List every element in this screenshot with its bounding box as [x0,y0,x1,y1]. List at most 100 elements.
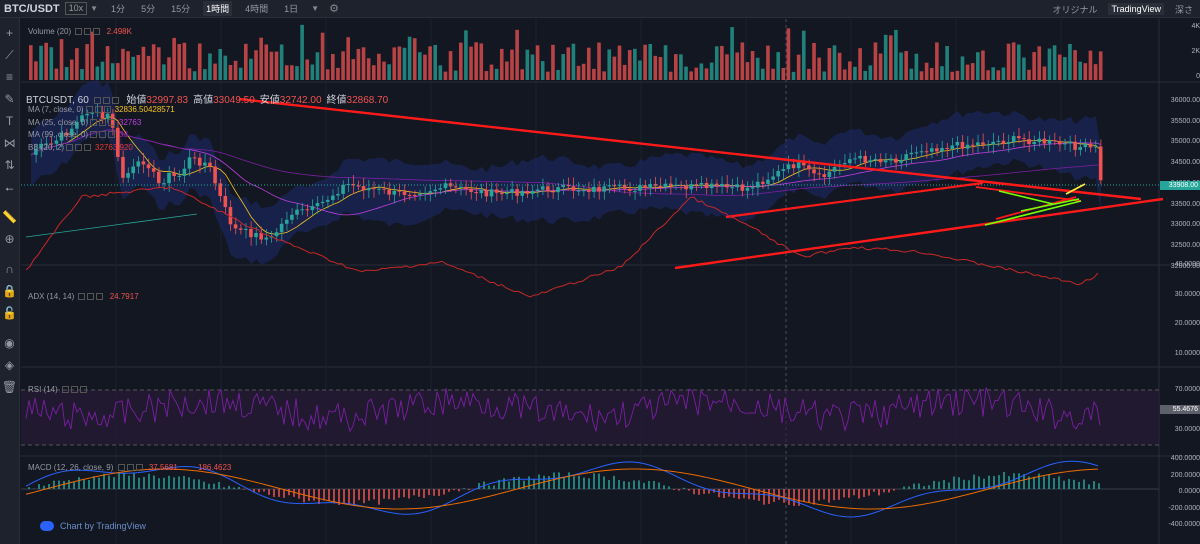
timeframe-tab[interactable]: 15分 [171,4,191,14]
volume-bar [361,47,366,80]
gear-icon[interactable] [102,96,110,104]
chart-canvas[interactable] [21,19,1200,544]
volume-bar [197,43,202,80]
trash-icon[interactable]: 🗑 [1,380,18,394]
candle-body [336,193,340,196]
close-icon[interactable] [84,143,92,151]
brush-icon[interactable]: ✎ [4,92,15,106]
gear-icon[interactable]: ⚙ [329,3,339,15]
gear-icon[interactable] [71,386,79,394]
volume-bar [689,71,693,80]
candle-body [116,127,120,157]
crosshair-icon[interactable]: + [5,26,13,40]
candle-body [290,214,294,220]
candle-body [361,186,366,191]
chart-mode-tab[interactable]: TradingView [1108,3,1164,15]
lock-icon[interactable]: 🔒 [2,284,17,298]
layers-icon[interactable]: ◈ [4,358,15,372]
volume-bar [668,71,673,80]
pattern-icon[interactable]: ⋈ [3,136,16,150]
candle-body [868,160,873,163]
volume-bar [566,47,571,80]
rsi-band [21,390,1159,445]
timeframe-tab[interactable]: 1日 [284,4,299,14]
adx-value: 24.7917 [109,292,139,301]
volume-bar [745,62,750,80]
candle-body [551,191,555,193]
chart-mode-tab[interactable]: オリジナル [1052,4,1098,15]
candle-body [244,228,248,230]
volume-bar [75,48,79,80]
close-icon[interactable] [80,386,88,394]
chevron-down-icon[interactable]: ▼ [311,4,320,13]
volume-bar [981,50,985,80]
close-icon[interactable] [93,28,101,36]
ohlc-key: 安値 [259,95,280,106]
chart-mode-tab[interactable]: 深さ [1174,4,1193,15]
prediction-icon[interactable]: ⇅ [4,158,15,172]
candle-body [1078,147,1083,150]
symbol-label[interactable]: BTC/USDT [4,2,60,15]
eye-icon[interactable] [78,293,86,301]
lock-open-icon[interactable]: 🔓 [2,306,17,320]
candle-body [479,190,484,194]
volume-bar [356,48,361,80]
eye-icon[interactable] [75,28,83,36]
eye-icon[interactable] [66,143,74,151]
eye-icon[interactable] [117,464,125,472]
close-icon[interactable] [135,464,143,472]
gear-icon[interactable] [126,464,134,472]
gear-icon[interactable] [75,143,83,151]
leverage-badge[interactable]: 10x [64,2,88,15]
volume-bar [684,66,688,80]
ohlc-key: 終値 [326,95,347,106]
fib-icon[interactable]: ≡ [5,70,13,84]
eye-icon[interactable] [62,386,70,394]
gear-icon[interactable] [99,118,107,126]
candle-body [136,161,141,167]
volume-bar [156,47,161,80]
candle-body [766,179,770,184]
tradingview-watermark[interactable]: Chart by TradingView [40,521,146,531]
gear-icon[interactable] [87,293,95,301]
candle-body [305,209,310,211]
candle-body [233,224,238,229]
volume-bar [69,59,74,80]
close-icon[interactable] [103,106,111,114]
gear-icon[interactable] [84,28,92,36]
volume-bar [233,60,238,80]
ohlc-value: 32868.70 [346,95,389,106]
candle-body [873,158,878,161]
volume-bar [725,54,729,80]
close-icon[interactable] [111,96,119,104]
close-icon[interactable] [108,118,116,126]
eye-icon[interactable] [90,131,98,139]
timeframe-tab[interactable]: 1時間 [203,1,233,16]
close-icon[interactable] [96,293,104,301]
ruler-icon[interactable]: 📏 [2,210,17,224]
leverage-chevron-down-icon[interactable]: ▼ [90,4,99,13]
close-icon[interactable] [108,131,116,139]
timeframe-tab[interactable]: 5分 [141,4,156,14]
candle-body [607,185,612,187]
trendline-icon[interactable]: ⟋ [5,47,14,62]
timeframe-tab[interactable]: 1分 [111,4,126,14]
gear-icon[interactable] [99,131,107,139]
volume-legend: Volume (20) 2.498K [28,27,132,36]
macd-value-1: 37.5681 [148,463,178,472]
back-arrow-icon[interactable]: ← [3,180,16,194]
text-icon[interactable]: T [5,114,14,128]
macd-value-2: 186.4623 [198,463,232,472]
eye-icon[interactable] [90,118,98,126]
zoom-icon[interactable]: ⊕ [4,232,15,246]
eye-icon[interactable] [85,106,93,114]
timeframe-tab[interactable]: 4時間 [245,4,269,14]
eye-icon[interactable]: ◉ [4,336,15,350]
trendline [725,181,984,219]
eye-icon[interactable] [93,96,101,104]
magnet-icon[interactable]: ∩ [5,262,14,276]
volume-bar [182,42,187,80]
volume-bar [387,64,391,80]
gear-icon[interactable] [94,106,102,114]
volume-bar [438,65,443,80]
